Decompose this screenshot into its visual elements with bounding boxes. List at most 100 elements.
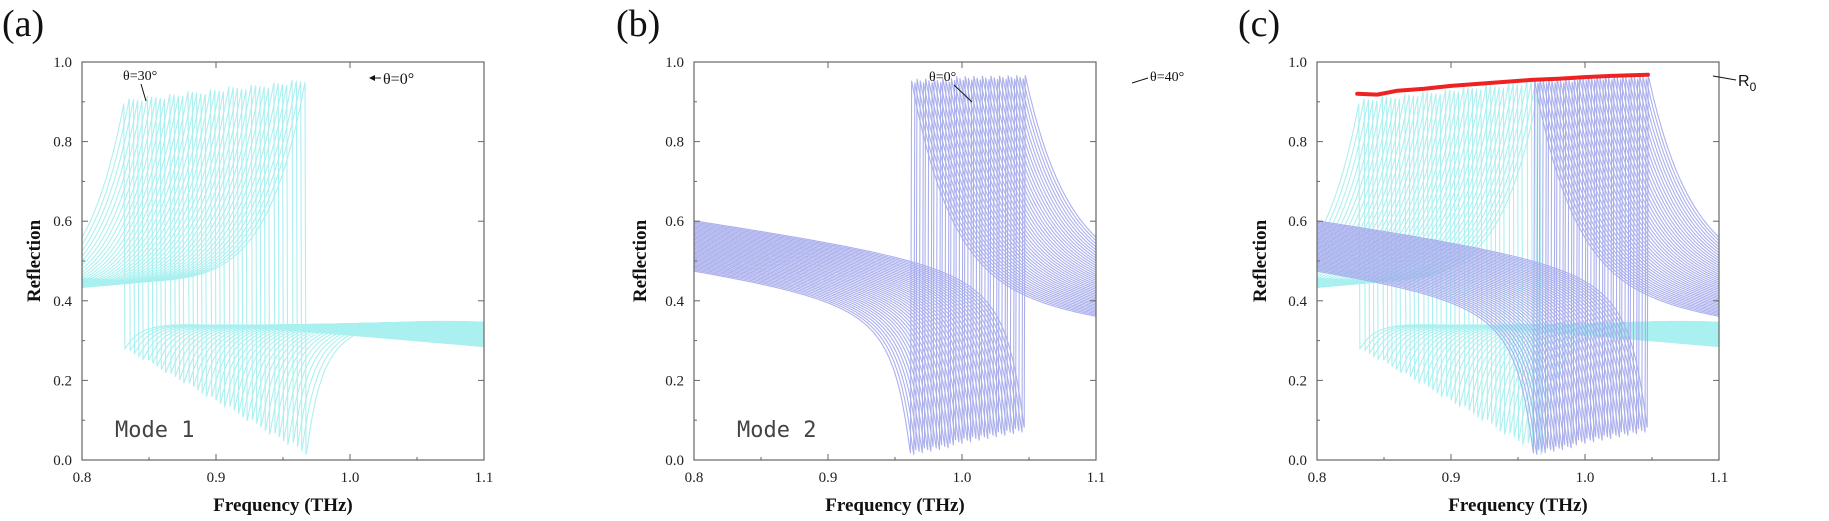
x-tick-label: 0.8 bbox=[685, 470, 704, 486]
panel-c-annotation-r0-main: R bbox=[1738, 73, 1750, 90]
mode2-curve bbox=[1317, 81, 1719, 450]
mode2-curve bbox=[1317, 78, 1719, 433]
mode2-curve bbox=[694, 78, 1096, 451]
panel-a-annotation-theta30: θ=30° bbox=[123, 69, 157, 102]
mode2-curve bbox=[1317, 76, 1719, 431]
panel-a-annotation-theta0: θ=0° bbox=[369, 71, 414, 88]
panel-c-annotation-r0-text: R0 bbox=[1738, 73, 1757, 94]
y-tick-label: 0.2 bbox=[1288, 373, 1307, 389]
mode2-curve bbox=[1317, 77, 1719, 441]
panel-b-y-axis-title: Reflection bbox=[630, 219, 651, 302]
panel-b-annotation-theta40-text: θ=40° bbox=[1150, 70, 1184, 85]
panel-c-curves bbox=[1317, 75, 1719, 455]
mode2-curve bbox=[1317, 79, 1719, 447]
mode2-curve bbox=[694, 78, 1096, 449]
panel-b-annotation-theta0-text: θ=0° bbox=[929, 70, 956, 85]
mode2-curve bbox=[1317, 78, 1719, 435]
mode2-curve bbox=[1317, 80, 1719, 449]
mode2-curve bbox=[1317, 75, 1719, 438]
x-tick-label: 0.8 bbox=[1308, 470, 1327, 486]
mode2-curve bbox=[1317, 77, 1719, 443]
y-tick-label: 0.6 bbox=[1288, 214, 1307, 230]
mode2-curve bbox=[694, 79, 1096, 447]
panel-c-r0-envelope bbox=[1355, 72, 1650, 97]
y-tick-label: 0.4 bbox=[53, 294, 72, 310]
mode2-curve bbox=[1317, 78, 1719, 451]
mode2-curve bbox=[1317, 82, 1719, 454]
r0-series-line bbox=[1355, 72, 1650, 97]
mode2-curve bbox=[694, 79, 1096, 441]
panel-b-ticks: 0.8 0.9 1.0 1.1 0.0 0.2 0.4 0.6 0.8 1.0 bbox=[665, 55, 1105, 486]
mode2-curve bbox=[1317, 76, 1719, 433]
x-tick-label: 0.9 bbox=[819, 470, 838, 486]
mode1-curve bbox=[82, 103, 484, 351]
x-tick-label: 1.0 bbox=[953, 470, 972, 486]
mode2-curve bbox=[1317, 82, 1719, 455]
panel-c-annotation-r0-arrow bbox=[1712, 75, 1737, 81]
panel-b-annotation-theta40: θ=40° bbox=[1131, 70, 1184, 85]
panel-a-letter: (a) bbox=[2, 3, 44, 45]
panel-c-annotation-r0: R0 bbox=[1712, 73, 1757, 94]
mode2-curve bbox=[1317, 75, 1719, 436]
mode2-curve bbox=[694, 77, 1096, 436]
panel-a-annotation-theta30-arrow bbox=[140, 83, 147, 102]
mode2-curve bbox=[1317, 77, 1719, 439]
panel-b-x-axis-title: Frequency (THz) bbox=[825, 495, 965, 516]
panel-c-y-axis-title: Reflection bbox=[1250, 219, 1271, 302]
mode2-curve bbox=[694, 82, 1096, 452]
panel-b: (b) 0.8 0.9 1.0 1.1 0.0 0.2 0.4 0.6 0.8 1.0 Mode … bbox=[616, 3, 1184, 516]
mode2-curve bbox=[694, 78, 1096, 435]
mode2-curve bbox=[1317, 75, 1719, 428]
mode2-curve bbox=[1317, 77, 1719, 435]
y-tick-label: 0.6 bbox=[665, 214, 684, 230]
mode2-curve bbox=[1317, 80, 1719, 454]
panel-b-annotation-theta0: θ=0° bbox=[929, 70, 973, 103]
y-tick-label: 0.0 bbox=[53, 453, 72, 469]
mode2-curve bbox=[694, 82, 1096, 455]
mode2-curve bbox=[1317, 75, 1719, 430]
y-tick-label: 1.0 bbox=[1288, 55, 1307, 71]
panel-a-annotation-theta30-text: θ=30° bbox=[123, 69, 157, 84]
mode2-curve bbox=[1317, 82, 1719, 452]
mode2-curve bbox=[694, 76, 1096, 433]
mode2-curve bbox=[1317, 80, 1719, 452]
x-tick-label: 1.1 bbox=[475, 470, 494, 486]
mode2-curve bbox=[1317, 79, 1719, 441]
y-tick-label: 0.4 bbox=[1288, 294, 1307, 310]
panel-c-ticks: 0.8 0.9 1.0 1.1 0.0 0.2 0.4 0.6 0.8 1.0 bbox=[1288, 55, 1728, 486]
mode2-curve bbox=[694, 81, 1096, 450]
x-tick-label: 1.0 bbox=[341, 470, 360, 486]
panel-a-y-axis-title: Reflection bbox=[24, 219, 45, 302]
panel-a-annotation-theta0-text: θ=0° bbox=[383, 71, 414, 88]
panel-b-letter: (b) bbox=[616, 3, 660, 45]
mode2-curve bbox=[1317, 79, 1719, 446]
mode2-curve bbox=[694, 75, 1096, 434]
mode2-curve bbox=[1317, 79, 1719, 444]
panel-b-curves bbox=[694, 75, 1096, 455]
x-tick-label: 1.1 bbox=[1710, 470, 1729, 486]
mode2-curve bbox=[694, 78, 1096, 433]
mode2-curve bbox=[694, 79, 1096, 443]
mode2-curve bbox=[1317, 78, 1719, 438]
mode2-curve bbox=[694, 78, 1096, 447]
panel-c-annotation-r0-subscript: 0 bbox=[1750, 80, 1757, 94]
mode2-curve bbox=[694, 80, 1096, 454]
mode2-curve bbox=[694, 75, 1096, 436]
mode2-curve bbox=[694, 80, 1096, 449]
mode2-curve bbox=[694, 78, 1096, 436]
mode2-curve bbox=[694, 79, 1096, 444]
y-tick-label: 0.6 bbox=[53, 214, 72, 230]
mode2-curve bbox=[694, 76, 1096, 431]
mode2-curve bbox=[694, 79, 1096, 439]
x-tick-label: 1.0 bbox=[1576, 470, 1595, 486]
y-tick-label: 0.8 bbox=[665, 135, 684, 151]
mode2-curve bbox=[694, 80, 1096, 452]
mode2-curve bbox=[694, 78, 1096, 438]
mode2-curve bbox=[694, 76, 1096, 441]
mode2-curve bbox=[1317, 78, 1719, 449]
mode2-curve bbox=[1317, 75, 1719, 433]
y-tick-label: 1.0 bbox=[665, 55, 684, 71]
mode2-curve bbox=[1317, 78, 1719, 447]
mode2-curve bbox=[694, 80, 1096, 451]
